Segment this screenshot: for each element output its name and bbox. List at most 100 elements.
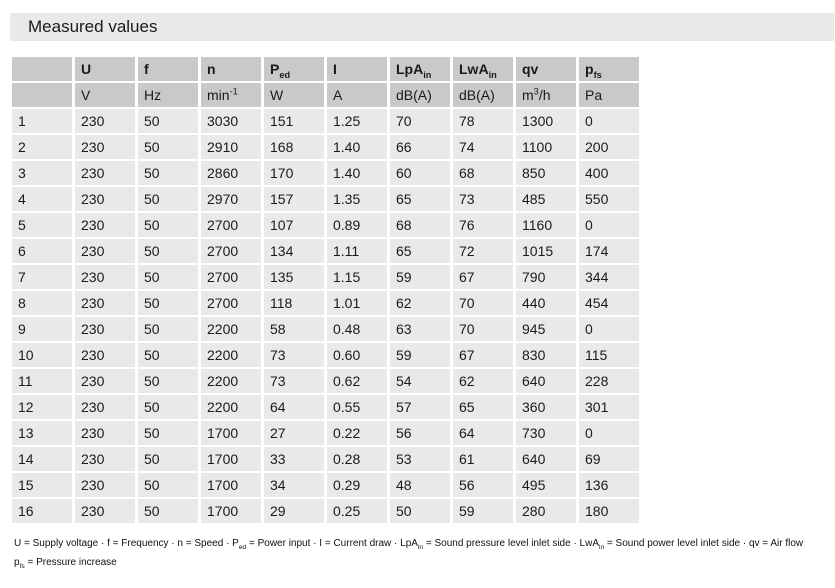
table-cell: 1700 (201, 421, 261, 445)
table-cell: 56 (453, 473, 513, 497)
column-header: LpAin (390, 57, 450, 81)
column-header: n (201, 57, 261, 81)
table-cell: 200 (579, 135, 639, 159)
table-cell: 1.40 (327, 135, 387, 159)
column-header: I (327, 57, 387, 81)
table-cell: 62 (390, 291, 450, 315)
table-row: 13 230 50 1700 27 0.22 56 64 730 0 (12, 421, 639, 445)
table-cell: 135 (264, 265, 324, 289)
table-cell: 3030 (201, 109, 261, 133)
table-cell: 50 (138, 395, 198, 419)
table-cell: 230 (75, 395, 135, 419)
table-cell: 50 (138, 213, 198, 237)
table-cell: 50 (138, 421, 198, 445)
table-cell: 134 (264, 239, 324, 263)
table-cell: 0.22 (327, 421, 387, 445)
table-cell: 50 (138, 447, 198, 471)
table-cell: 180 (579, 499, 639, 523)
table-cell: 34 (264, 473, 324, 497)
table-cell: 2200 (201, 369, 261, 393)
table-cell: 2700 (201, 265, 261, 289)
table-cell: 640 (516, 447, 576, 471)
table-cell: 640 (516, 369, 576, 393)
table-cell: 157 (264, 187, 324, 211)
table-cell: 50 (390, 499, 450, 523)
table-cell: 230 (75, 447, 135, 471)
row-number-cell: 16 (12, 499, 72, 523)
table-cell: 50 (138, 343, 198, 367)
table-cell: 0 (579, 109, 639, 133)
table-cell: 550 (579, 187, 639, 211)
table-cell: 70 (453, 291, 513, 315)
row-number-cell: 15 (12, 473, 72, 497)
table-cell: 230 (75, 317, 135, 341)
table-cell: 1.15 (327, 265, 387, 289)
table-row: 11 230 50 2200 73 0.62 54 62 640 228 (12, 369, 639, 393)
table-row: 14 230 50 1700 33 0.28 53 61 640 69 (12, 447, 639, 471)
footnote: U = Supply voltage · f = Frequency · n =… (14, 534, 824, 572)
table-cell: 230 (75, 187, 135, 211)
table-cell: 64 (264, 395, 324, 419)
table-row: 2 230 50 2910 168 1.40 66 74 1100 200 (12, 135, 639, 159)
table-cell: 33 (264, 447, 324, 471)
table-cell: 115 (579, 343, 639, 367)
table-cell: 230 (75, 343, 135, 367)
table-cell: 2700 (201, 213, 261, 237)
row-number-cell: 7 (12, 265, 72, 289)
table-cell: 485 (516, 187, 576, 211)
table-cell: 230 (75, 369, 135, 393)
table-cell: 280 (516, 499, 576, 523)
table-cell: 50 (138, 265, 198, 289)
table-cell: 360 (516, 395, 576, 419)
table-cell: 230 (75, 239, 135, 263)
table-cell: 59 (453, 499, 513, 523)
table-cell: 2700 (201, 291, 261, 315)
table-cell: 50 (138, 161, 198, 185)
column-header: U (75, 57, 135, 81)
table-cell: 76 (453, 213, 513, 237)
row-number-cell: 9 (12, 317, 72, 341)
table-cell: 945 (516, 317, 576, 341)
table-cell: 67 (453, 343, 513, 367)
table-cell: 1015 (516, 239, 576, 263)
row-number-cell: 1 (12, 109, 72, 133)
unit-cell: m3/h (516, 83, 576, 107)
table-cell: 1100 (516, 135, 576, 159)
footnote-line-2: pfs = Pressure increase (14, 557, 117, 570)
unit-cell: W (264, 83, 324, 107)
table-row: 9 230 50 2200 58 0.48 63 70 945 0 (12, 317, 639, 341)
footnote-line-1: U = Supply voltage · f = Frequency · n =… (14, 538, 804, 551)
table-cell: 1.35 (327, 187, 387, 211)
table-cell: 68 (453, 161, 513, 185)
table-cell: 62 (453, 369, 513, 393)
table-cell: 118 (264, 291, 324, 315)
table-cell: 2700 (201, 239, 261, 263)
table-cell: 59 (390, 343, 450, 367)
table-cell: 50 (138, 187, 198, 211)
table-row: 7 230 50 2700 135 1.15 59 67 790 344 (12, 265, 639, 289)
table-cell: 64 (453, 421, 513, 445)
table-cell: 790 (516, 265, 576, 289)
table-cell: 57 (390, 395, 450, 419)
table-cell: 50 (138, 473, 198, 497)
table-cell: 230 (75, 265, 135, 289)
table-cell: 72 (453, 239, 513, 263)
table-cell: 70 (453, 317, 513, 341)
table-cell: 136 (579, 473, 639, 497)
table-cell: 74 (453, 135, 513, 159)
table-cell: 60 (390, 161, 450, 185)
table-cell: 66 (390, 135, 450, 159)
table-cell: 50 (138, 369, 198, 393)
unit-cell (12, 83, 72, 107)
table-cell: 50 (138, 291, 198, 315)
table-cell: 1700 (201, 473, 261, 497)
table-cell: 50 (138, 499, 198, 523)
row-number-cell: 12 (12, 395, 72, 419)
table-cell: 230 (75, 421, 135, 445)
table-cell: 440 (516, 291, 576, 315)
column-header: f (138, 57, 198, 81)
table-cell: 0.48 (327, 317, 387, 341)
